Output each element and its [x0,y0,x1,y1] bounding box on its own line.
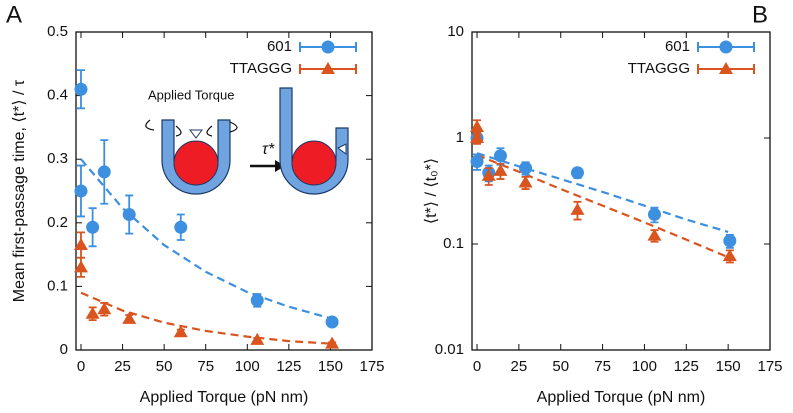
x-tick-label: 150 [716,358,741,375]
x-axis-title: Applied Torque (pN nm) [537,389,706,406]
x-tick-label: 175 [757,358,782,375]
marker [722,249,737,262]
y-tick-label: 10 [447,23,464,40]
x-tick-label: 50 [552,358,569,375]
y-tick-label: 1 [456,129,464,146]
marker [470,131,485,143]
marker [86,220,100,234]
marker [174,220,188,234]
x-axis-title: Applied Torque (pN nm) [140,389,309,406]
legend-label: 601 [267,38,292,55]
marker [74,184,88,198]
y-tick-label: 0.4 [47,87,68,104]
inset-diagram: Applied Torque τ* [145,87,349,195]
marker [325,315,339,329]
x-tick-label: 175 [359,358,384,375]
marker-triangle [189,129,203,139]
marker [97,302,112,315]
y-tick-label: 0.1 [443,235,464,252]
torque-arrows [145,119,238,137]
x-tick-label: 100 [235,358,260,375]
x-tick-label: 0 [77,358,85,375]
marker [122,311,137,324]
panel-label: B [752,1,768,28]
legend-label: TTAGGG [628,60,690,77]
x-tick-label: 125 [276,358,301,375]
legend-label: TTAGGG [230,60,292,77]
histone [291,140,337,186]
x-tick-label: 25 [114,358,131,375]
marker [73,260,88,273]
x-tick-label: 50 [156,358,173,375]
legend-marker [321,40,335,54]
x-tick-label: 25 [511,358,528,375]
marker [493,149,507,163]
fit-line [80,291,331,345]
marker [647,207,661,221]
marker [723,234,737,248]
y-axis-title: ⟨t*⟩ / ⟨t₀*⟩ [423,158,440,224]
marker [250,332,265,345]
y-tick-label: 0.5 [47,23,68,40]
marker [122,208,136,222]
x-tick-label: 0 [473,358,481,375]
marker [470,155,484,169]
marker [470,119,485,132]
marker [97,165,111,179]
plot-frame [471,31,771,351]
y-tick-label: 0.1 [47,277,68,294]
y-tick-label: 0 [60,341,68,358]
inset-label: Applied Torque [148,87,235,102]
marker [481,168,496,181]
marker [73,238,88,251]
histone [173,140,219,186]
inset-label: τ* [262,141,275,158]
marker [74,82,88,96]
marker [647,228,662,241]
x-tick-label: 150 [318,358,343,375]
x-tick-label: 100 [632,358,657,375]
marker [570,166,584,180]
y-axis-title: Mean first-passage time, ⟨t*⟩ / τ [11,79,28,302]
fit-line [476,152,729,233]
marker [85,306,100,319]
y-tick-label: 0.3 [47,150,68,167]
marker [518,175,533,188]
x-tick-label: 125 [674,358,699,375]
fit-line [80,158,331,320]
panel-label: A [6,1,22,28]
y-tick-label: 0.01 [435,341,464,358]
fit-line [476,154,729,259]
marker [250,293,264,307]
marker [325,336,340,349]
y-tick-label: 0.2 [47,214,68,231]
x-tick-label: 75 [594,358,611,375]
x-tick-label: 75 [197,358,214,375]
legend-marker [321,62,335,74]
marker-triangle [337,143,347,155]
marker [570,202,585,215]
legend-marker [719,40,733,54]
legend-marker [719,62,733,74]
marker [493,163,508,176]
marker [519,161,533,175]
marker [173,325,188,338]
legend-label: 601 [665,38,690,55]
